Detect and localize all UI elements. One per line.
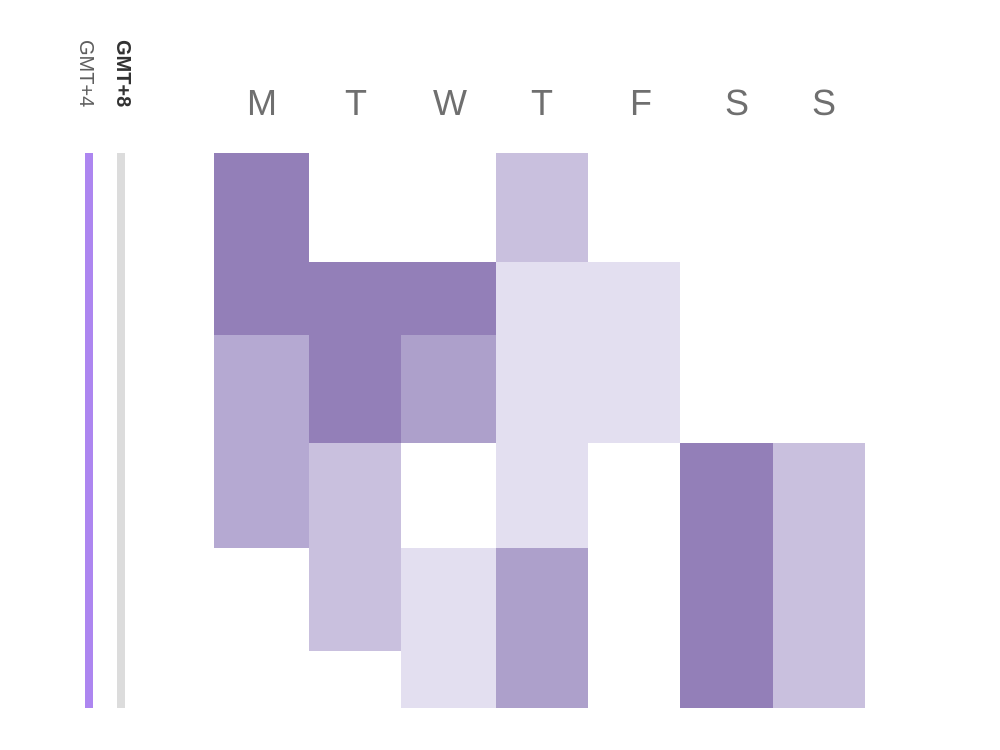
heatmap-block-sunday-12 [773, 443, 865, 708]
heatmap-block-saturday-11 [680, 443, 773, 708]
day-label-friday: F [630, 82, 652, 123]
timezone-label-gmt8: GMT+8 [112, 40, 134, 107]
day-label-thursday: T [531, 82, 553, 123]
timezone-bar-gmt4 [85, 153, 93, 708]
heatmap-block-friday-10 [588, 262, 680, 443]
day-label-saturday: S [725, 82, 749, 123]
heatmap-block-wednesday-4 [401, 262, 496, 335]
timezone-label-gmt4: GMT+4 [75, 40, 97, 107]
heatmap-block-wednesday-5 [401, 335, 496, 443]
heatmap-block-thursday-8 [496, 262, 588, 548]
day-label-sunday: S [812, 82, 836, 123]
day-label-monday: M [247, 82, 277, 123]
heatmap-block-thursday-9 [496, 548, 588, 708]
heatmap-block-thursday-7 [496, 153, 588, 262]
timezone-bar-gmt8 [117, 153, 125, 708]
heatmap-block-monday-1 [214, 335, 309, 548]
day-label-tuesday: T [345, 82, 367, 123]
day-label-wednesday: W [433, 82, 467, 123]
heatmap-block-wednesday-6 [401, 548, 496, 708]
heatmap-block-tuesday-2 [309, 262, 401, 443]
heatmap-block-tuesday-3 [309, 443, 401, 651]
heatmap-block-monday-0 [214, 153, 309, 335]
heatmap-blocks [214, 153, 865, 708]
